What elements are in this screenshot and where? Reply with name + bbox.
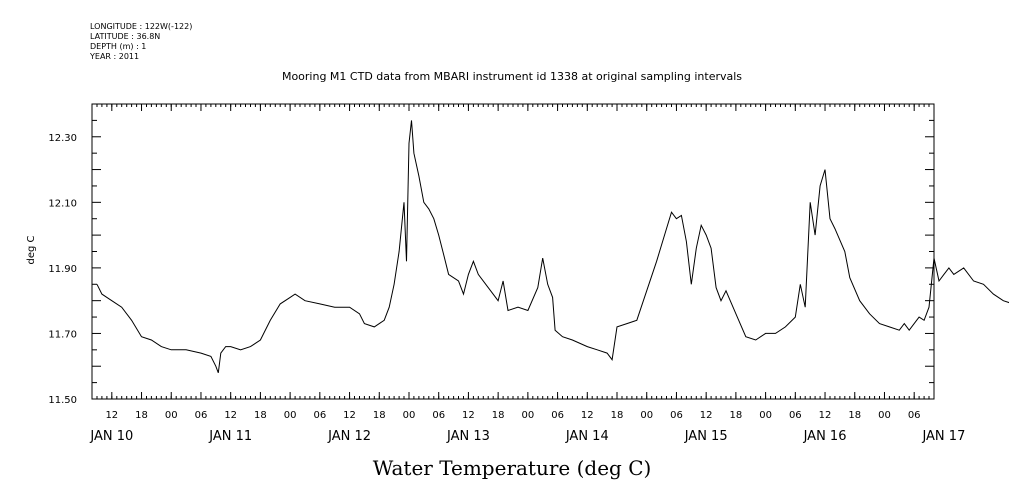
x-tick-label: 12 xyxy=(224,410,237,421)
year-label: YEAR : 2011 xyxy=(90,52,140,61)
x-tick-label: 06 xyxy=(432,410,445,421)
x-date-label: JAN 13 xyxy=(446,429,490,444)
y-tick-label: 11.70 xyxy=(48,329,77,340)
x-tick-label: 18 xyxy=(730,410,743,421)
x-tick-label: 06 xyxy=(908,410,921,421)
x-tick-label: 00 xyxy=(284,410,297,421)
x-tick-label: 00 xyxy=(521,410,534,421)
x-tick-label: 06 xyxy=(195,410,208,421)
latitude-label: LATITUDE : 36.8N xyxy=(90,32,161,41)
x-tick-label: 06 xyxy=(551,410,564,421)
x-tick-label: 12 xyxy=(105,410,118,421)
x-tick-label: 18 xyxy=(373,410,386,421)
x-tick-label: 12 xyxy=(700,410,713,421)
x-date-label: JAN 17 xyxy=(921,429,965,444)
x-tick-label: 18 xyxy=(254,410,267,421)
x-axis-label: Water Temperature (deg C) xyxy=(373,456,652,480)
plot-area: 12 18 00 06 12 18 00 06 12 18 00 06 12 18 00 06 12 18 00 06… xyxy=(48,103,1009,444)
longitude-label: LONGITUDE : 122W(-122) xyxy=(90,22,193,31)
x-tick-label: 06 xyxy=(670,410,683,421)
x-tick-label: 12 xyxy=(343,410,356,421)
x-tick-label: 18 xyxy=(611,410,624,421)
x-tick-label: 12 xyxy=(819,410,832,421)
y-axis-label: deg C xyxy=(26,235,37,264)
y-tick-label: 11.50 xyxy=(48,395,77,406)
x-tick-label: 06 xyxy=(313,410,326,421)
x-tick-label: 00 xyxy=(878,410,891,421)
y-tick-label: 11.90 xyxy=(48,264,77,275)
x-date-label: JAN 10 xyxy=(89,429,133,444)
x-date-label: JAN 16 xyxy=(803,429,847,444)
y-tick-label: 12.10 xyxy=(48,198,77,209)
x-date-label: JAN 12 xyxy=(327,429,371,444)
x-date-label: JAN 11 xyxy=(208,429,252,444)
x-tick-label: 18 xyxy=(135,410,148,421)
x-date-label: JAN 14 xyxy=(565,429,609,444)
y-tick-label: 12.30 xyxy=(48,133,77,144)
x-tick-label: 00 xyxy=(165,410,178,421)
x-tick-label: 12 xyxy=(462,410,475,421)
chart-title: Mooring M1 CTD data from MBARI instrumen… xyxy=(282,70,742,83)
metadata-block: LONGITUDE : 122W(-122) LATITUDE : 36.8N … xyxy=(90,22,192,62)
x-tick-label: 18 xyxy=(848,410,861,421)
x-tick-label: 06 xyxy=(789,410,802,421)
x-tick-label: 00 xyxy=(759,410,772,421)
x-tick-label: 00 xyxy=(640,410,653,421)
x-tick-label: 18 xyxy=(492,410,505,421)
depth-label: DEPTH (m) : 1 xyxy=(90,42,147,51)
x-tick-label: 00 xyxy=(403,410,416,421)
x-tick-label: 12 xyxy=(581,410,594,421)
x-date-label: JAN 15 xyxy=(684,429,728,444)
temperature-series-line xyxy=(96,120,1009,373)
